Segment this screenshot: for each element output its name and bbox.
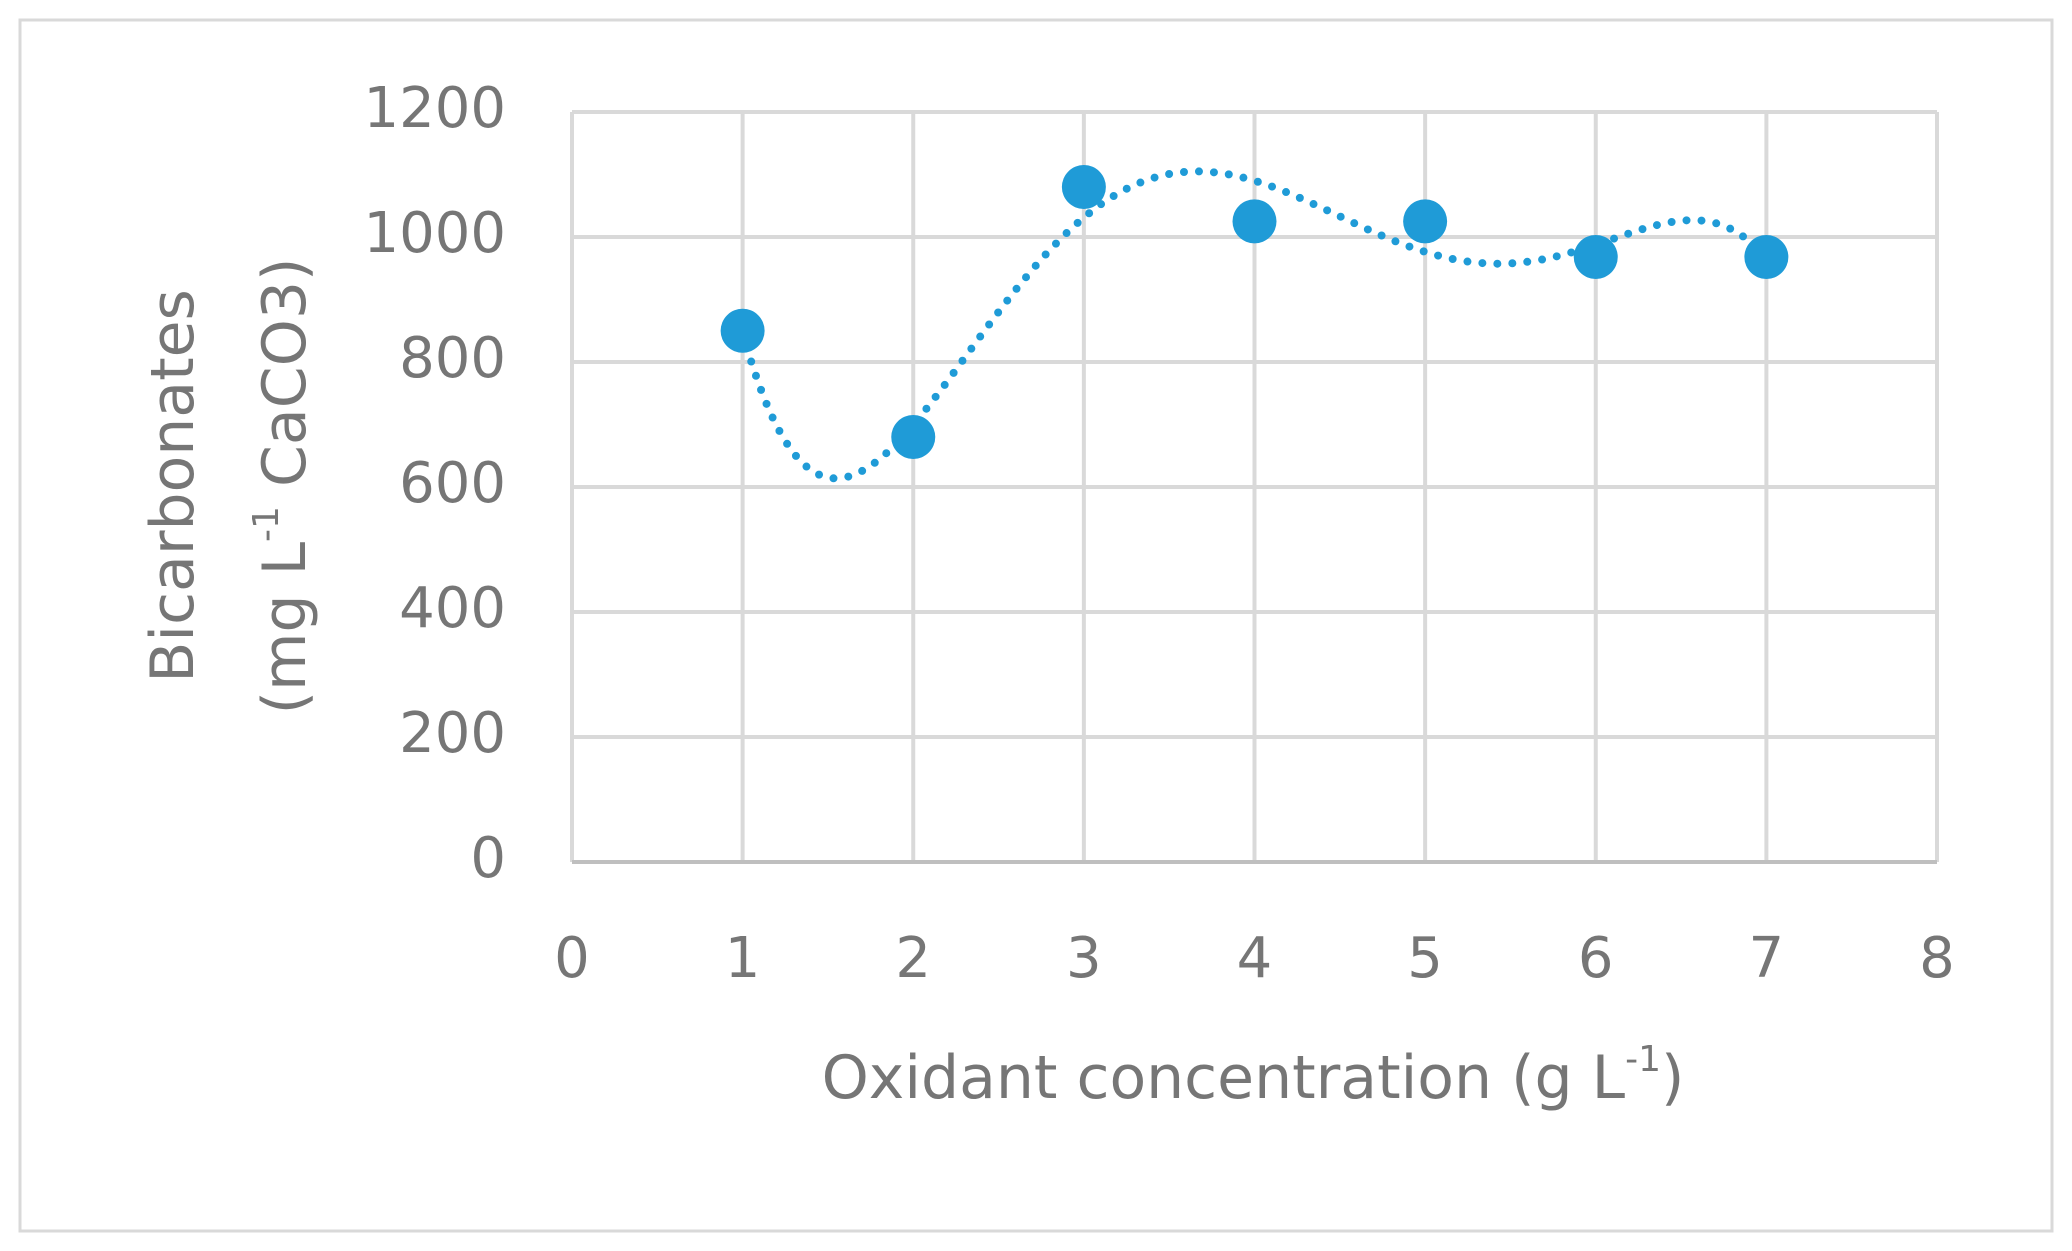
data-point — [1744, 235, 1789, 279]
y-tick-label: 800 — [399, 326, 506, 391]
data-point — [891, 415, 936, 459]
label-text: Oxidant concentration (g L — [822, 1043, 1626, 1113]
y-tick-label: 600 — [399, 451, 506, 516]
axis-title: Bicarbonates — [138, 289, 208, 683]
trendline — [738, 167, 1771, 483]
x-tick-label: 5 — [1407, 926, 1443, 991]
data-point — [1061, 165, 1106, 209]
label-text: Bicarbonates — [138, 289, 208, 683]
data-point — [1573, 235, 1618, 279]
y-tick-label: 200 — [399, 701, 506, 766]
axis-title: (mg L-1 CaCO3) — [246, 258, 320, 715]
y-tick-label: 1000 — [363, 201, 506, 266]
x-tick-label: 1 — [725, 926, 761, 991]
data-point — [1403, 199, 1448, 244]
y-tick-label: 1200 — [363, 76, 506, 141]
label-text: (mg L — [250, 541, 320, 714]
x-tick-label: 7 — [1749, 926, 1785, 991]
y-tick-label: 400 — [399, 576, 506, 641]
superscript: -1 — [1625, 1039, 1661, 1080]
x-tick-label: 8 — [1919, 926, 1955, 991]
x-tick-label: 6 — [1578, 926, 1614, 991]
data-point — [1232, 199, 1277, 244]
label-text: ) — [1661, 1043, 1684, 1113]
axis-title: Oxidant concentration (g L-1) — [822, 1039, 1685, 1113]
label-text: CaCO3) — [250, 258, 320, 506]
x-tick-label: 4 — [1237, 926, 1273, 991]
x-tick-label: 2 — [895, 926, 931, 991]
x-tick-label: 3 — [1066, 926, 1102, 991]
x-tick-label: 0 — [554, 926, 590, 991]
y-tick-label: 0 — [470, 826, 506, 891]
superscript: -1 — [246, 506, 287, 542]
data-point — [720, 308, 765, 353]
